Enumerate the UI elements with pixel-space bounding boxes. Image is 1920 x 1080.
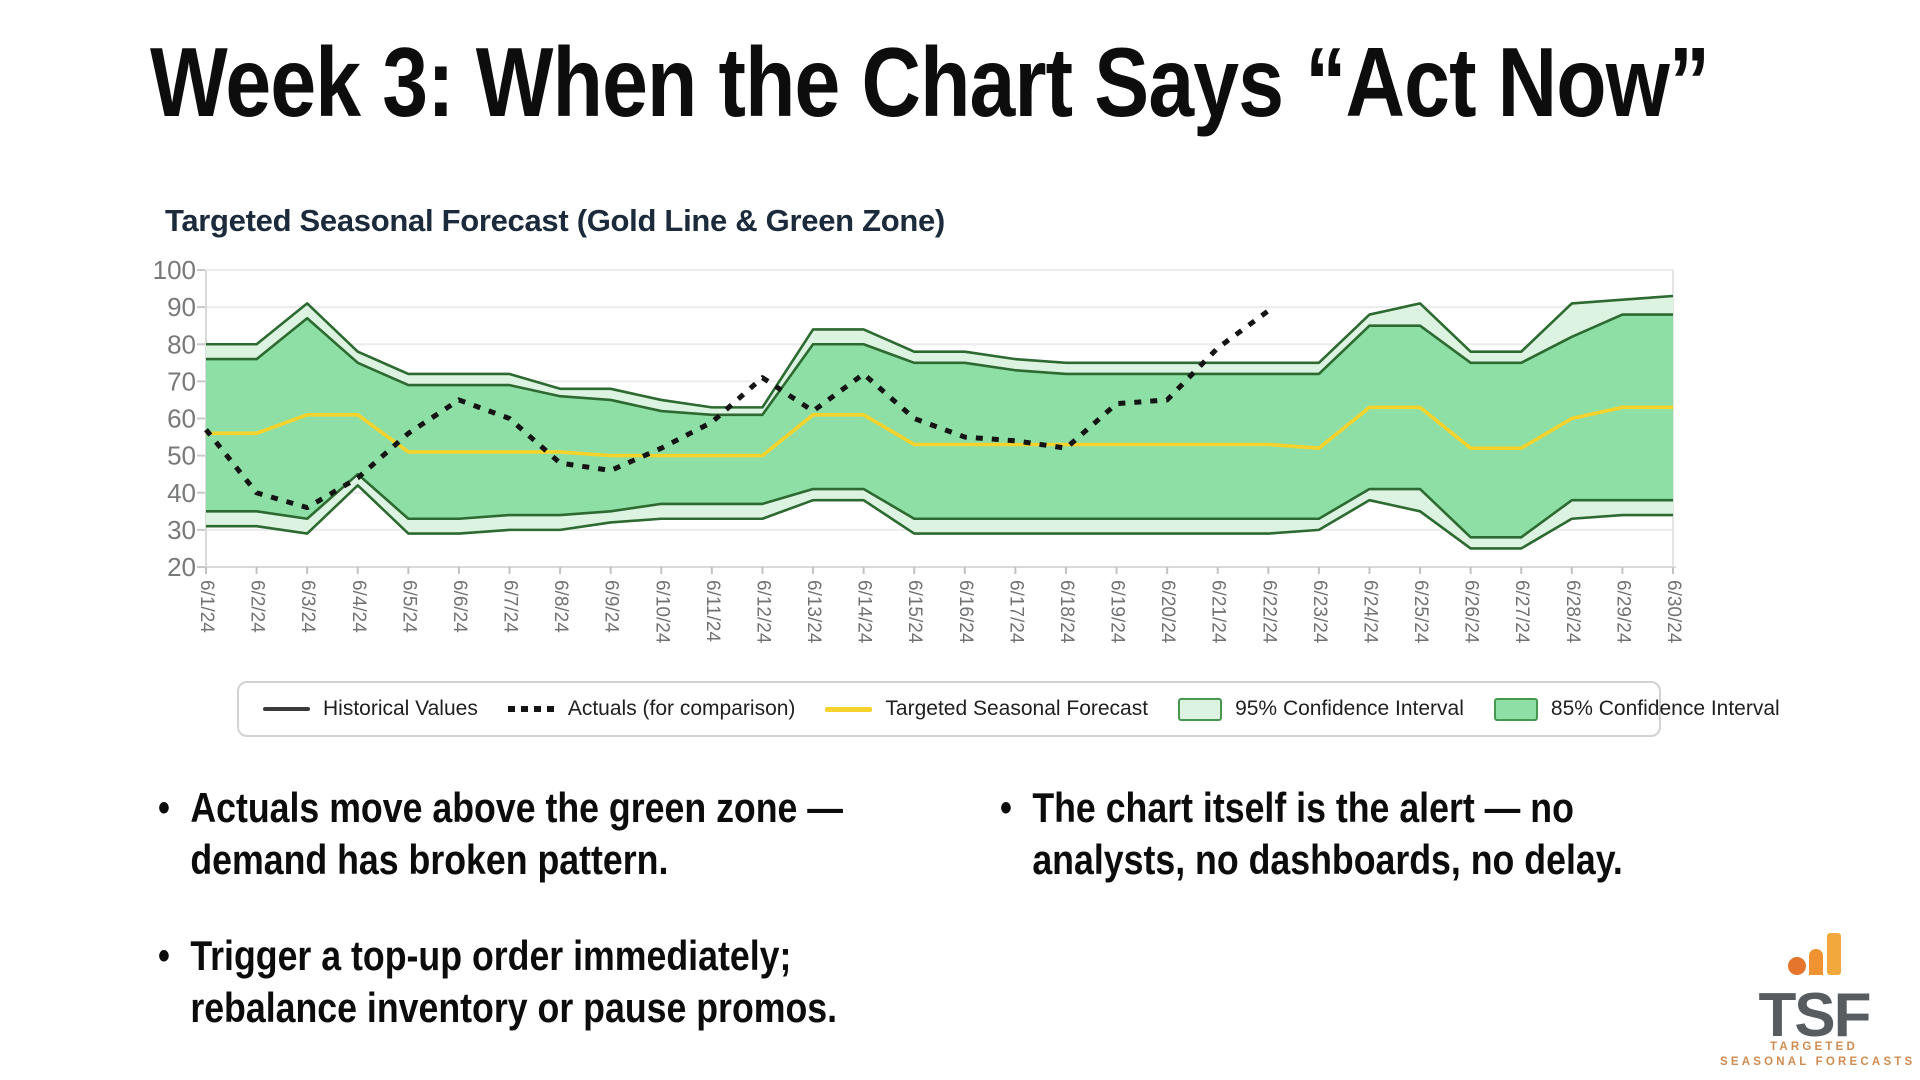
x-axis-tick-label: 6/29/24 — [1612, 580, 1633, 644]
x-axis-tick-label: 6/21/24 — [1208, 580, 1229, 644]
band-border-line — [206, 484, 1673, 550]
bullet-line: Trigger a top-up order immediately; — [190, 932, 792, 979]
bullet-line: The chart itself is the alert — no — [1032, 784, 1574, 831]
ci-85-band — [206, 314, 1673, 538]
x-axis-tick-label: 6/24/24 — [1359, 580, 1380, 644]
logo-bar-mid — [1809, 949, 1823, 975]
solid-line-swatch-icon — [263, 707, 310, 711]
legend-label: Actuals (for comparison) — [567, 697, 796, 720]
dotted-line-swatch-icon — [507, 706, 555, 712]
bullet-item: • Actuals move above the green zone — de… — [158, 782, 991, 886]
legend-label: 95% Confidence Interval — [1235, 697, 1464, 720]
x-axis-tick-label: 6/20/24 — [1157, 580, 1178, 644]
slide-title: Week 3: When the Chart Says “Act Now” — [150, 27, 1710, 137]
x-axis-tick-label: 6/2/24 — [247, 580, 268, 633]
legend-label: Targeted Seasonal Forecast — [885, 697, 1149, 720]
x-axis-tick-label: 6/8/24 — [550, 580, 571, 633]
logo-acronym: TSF — [1758, 981, 1871, 1050]
y-axis-tick-label: 100 — [153, 255, 196, 285]
bullet-item: • The chart itself is the alert — no ana… — [1000, 782, 1765, 886]
y-axis-tick-label: 20 — [167, 552, 196, 582]
bullet-item: • Trigger a top-up order immediately; re… — [158, 930, 991, 1034]
x-axis-tick-label: 6/16/24 — [955, 580, 976, 644]
x-axis-tick-label: 6/22/24 — [1258, 580, 1279, 644]
logo-dot — [1788, 957, 1806, 975]
x-axis-tick-label: 6/25/24 — [1410, 580, 1431, 644]
x-axis-tick-label: 6/5/24 — [398, 580, 419, 633]
x-axis-tick-label: 6/3/24 — [297, 580, 318, 633]
x-axis-tick-label: 6/23/24 — [1309, 580, 1330, 644]
bullet-marker: • — [158, 786, 170, 830]
x-axis-tick-label: 6/10/24 — [651, 580, 672, 644]
forecast-gold-line — [206, 405, 1673, 458]
y-axis-tick-label: 70 — [167, 366, 196, 396]
x-axis-tick-label: 6/4/24 — [348, 580, 369, 633]
x-axis-tick-label: 6/28/24 — [1562, 580, 1583, 644]
band-border-line — [206, 472, 1673, 539]
bullet-list-left: • Actuals move above the green zone — de… — [158, 782, 991, 1078]
x-axis-tick-label: 6/14/24 — [854, 580, 875, 644]
legend-item-actuals: Actuals (for comparison) — [507, 697, 796, 721]
rising-bars-icon — [1788, 928, 1842, 976]
legend-item-forecast: Targeted Seasonal Forecast — [825, 697, 1148, 721]
bullet-line: demand has broken pattern. — [190, 836, 669, 883]
logo-tagline: TARGETED SEASONAL FORECASTS — [1720, 1040, 1916, 1070]
x-axis-tick-label: 6/13/24 — [803, 580, 824, 644]
bullet-line: rebalance inventory or pause promos. — [190, 984, 838, 1031]
light-green-box-swatch-icon — [1178, 697, 1223, 721]
x-axis-tick-label: 6/17/24 — [1005, 580, 1026, 644]
bullet-marker: • — [158, 934, 170, 978]
x-axis-tick-label: 6/19/24 — [1107, 580, 1128, 644]
y-axis-tick-label: 90 — [167, 292, 196, 322]
actuals-dotted-line — [204, 308, 1270, 511]
logo-tagline-line2: SEASONAL FORECASTS — [1720, 1056, 1916, 1068]
logo-tagline-line1: TARGETED — [1770, 1041, 1858, 1053]
x-axis-tick-label: 6/6/24 — [449, 580, 470, 633]
green-box-swatch-icon — [1493, 697, 1538, 721]
chart-title: Targeted Seasonal Forecast (Gold Line & … — [165, 203, 945, 238]
bullet-list-right: • The chart itself is the alert — no ana… — [1000, 782, 1765, 930]
x-axis-tick-label: 6/7/24 — [500, 580, 521, 633]
legend-item-historical: Historical Values — [263, 697, 478, 721]
band-border-line — [206, 294, 1674, 409]
y-axis-tick-label: 30 — [167, 515, 196, 545]
band-border-line — [206, 313, 1673, 417]
y-axis-tick-label: 50 — [167, 441, 196, 471]
bullet-marker: • — [1000, 786, 1012, 830]
bullet-line: analysts, no dashboards, no delay. — [1032, 836, 1623, 883]
y-axis-tick-label: 80 — [167, 329, 196, 359]
logo-bar-tall — [1827, 933, 1841, 975]
bullet-line: Actuals move above the green zone — — [190, 784, 844, 831]
x-axis-tick-label: 6/26/24 — [1461, 580, 1482, 644]
y-axis-tick-label: 60 — [167, 404, 196, 434]
legend-item-ci95: 95% Confidence Interval — [1178, 697, 1464, 721]
x-axis-tick-label: 6/11/24 — [702, 580, 723, 642]
x-axis-tick-label: 6/27/24 — [1511, 580, 1532, 644]
x-axis-tick-label: 6/15/24 — [904, 580, 925, 644]
y-axis-tick-label: 40 — [167, 478, 196, 508]
x-axis-tick-label: 6/9/24 — [601, 580, 622, 633]
x-axis-tick-label: 6/12/24 — [752, 580, 773, 644]
legend-item-ci85: 85% Confidence Interval — [1493, 697, 1780, 721]
chart-legend: Historical Values Actuals (for compariso… — [237, 681, 1780, 737]
legend-label: Historical Values — [323, 697, 478, 720]
gold-line-swatch-icon — [825, 706, 873, 712]
legend-label: 85% Confidence Interval — [1550, 697, 1780, 720]
x-axis-tick-label: 6/1/24 — [196, 580, 217, 633]
x-axis-tick-label: 6/18/24 — [1056, 580, 1077, 644]
x-axis-tick-label: 6/30/24 — [1663, 580, 1684, 644]
